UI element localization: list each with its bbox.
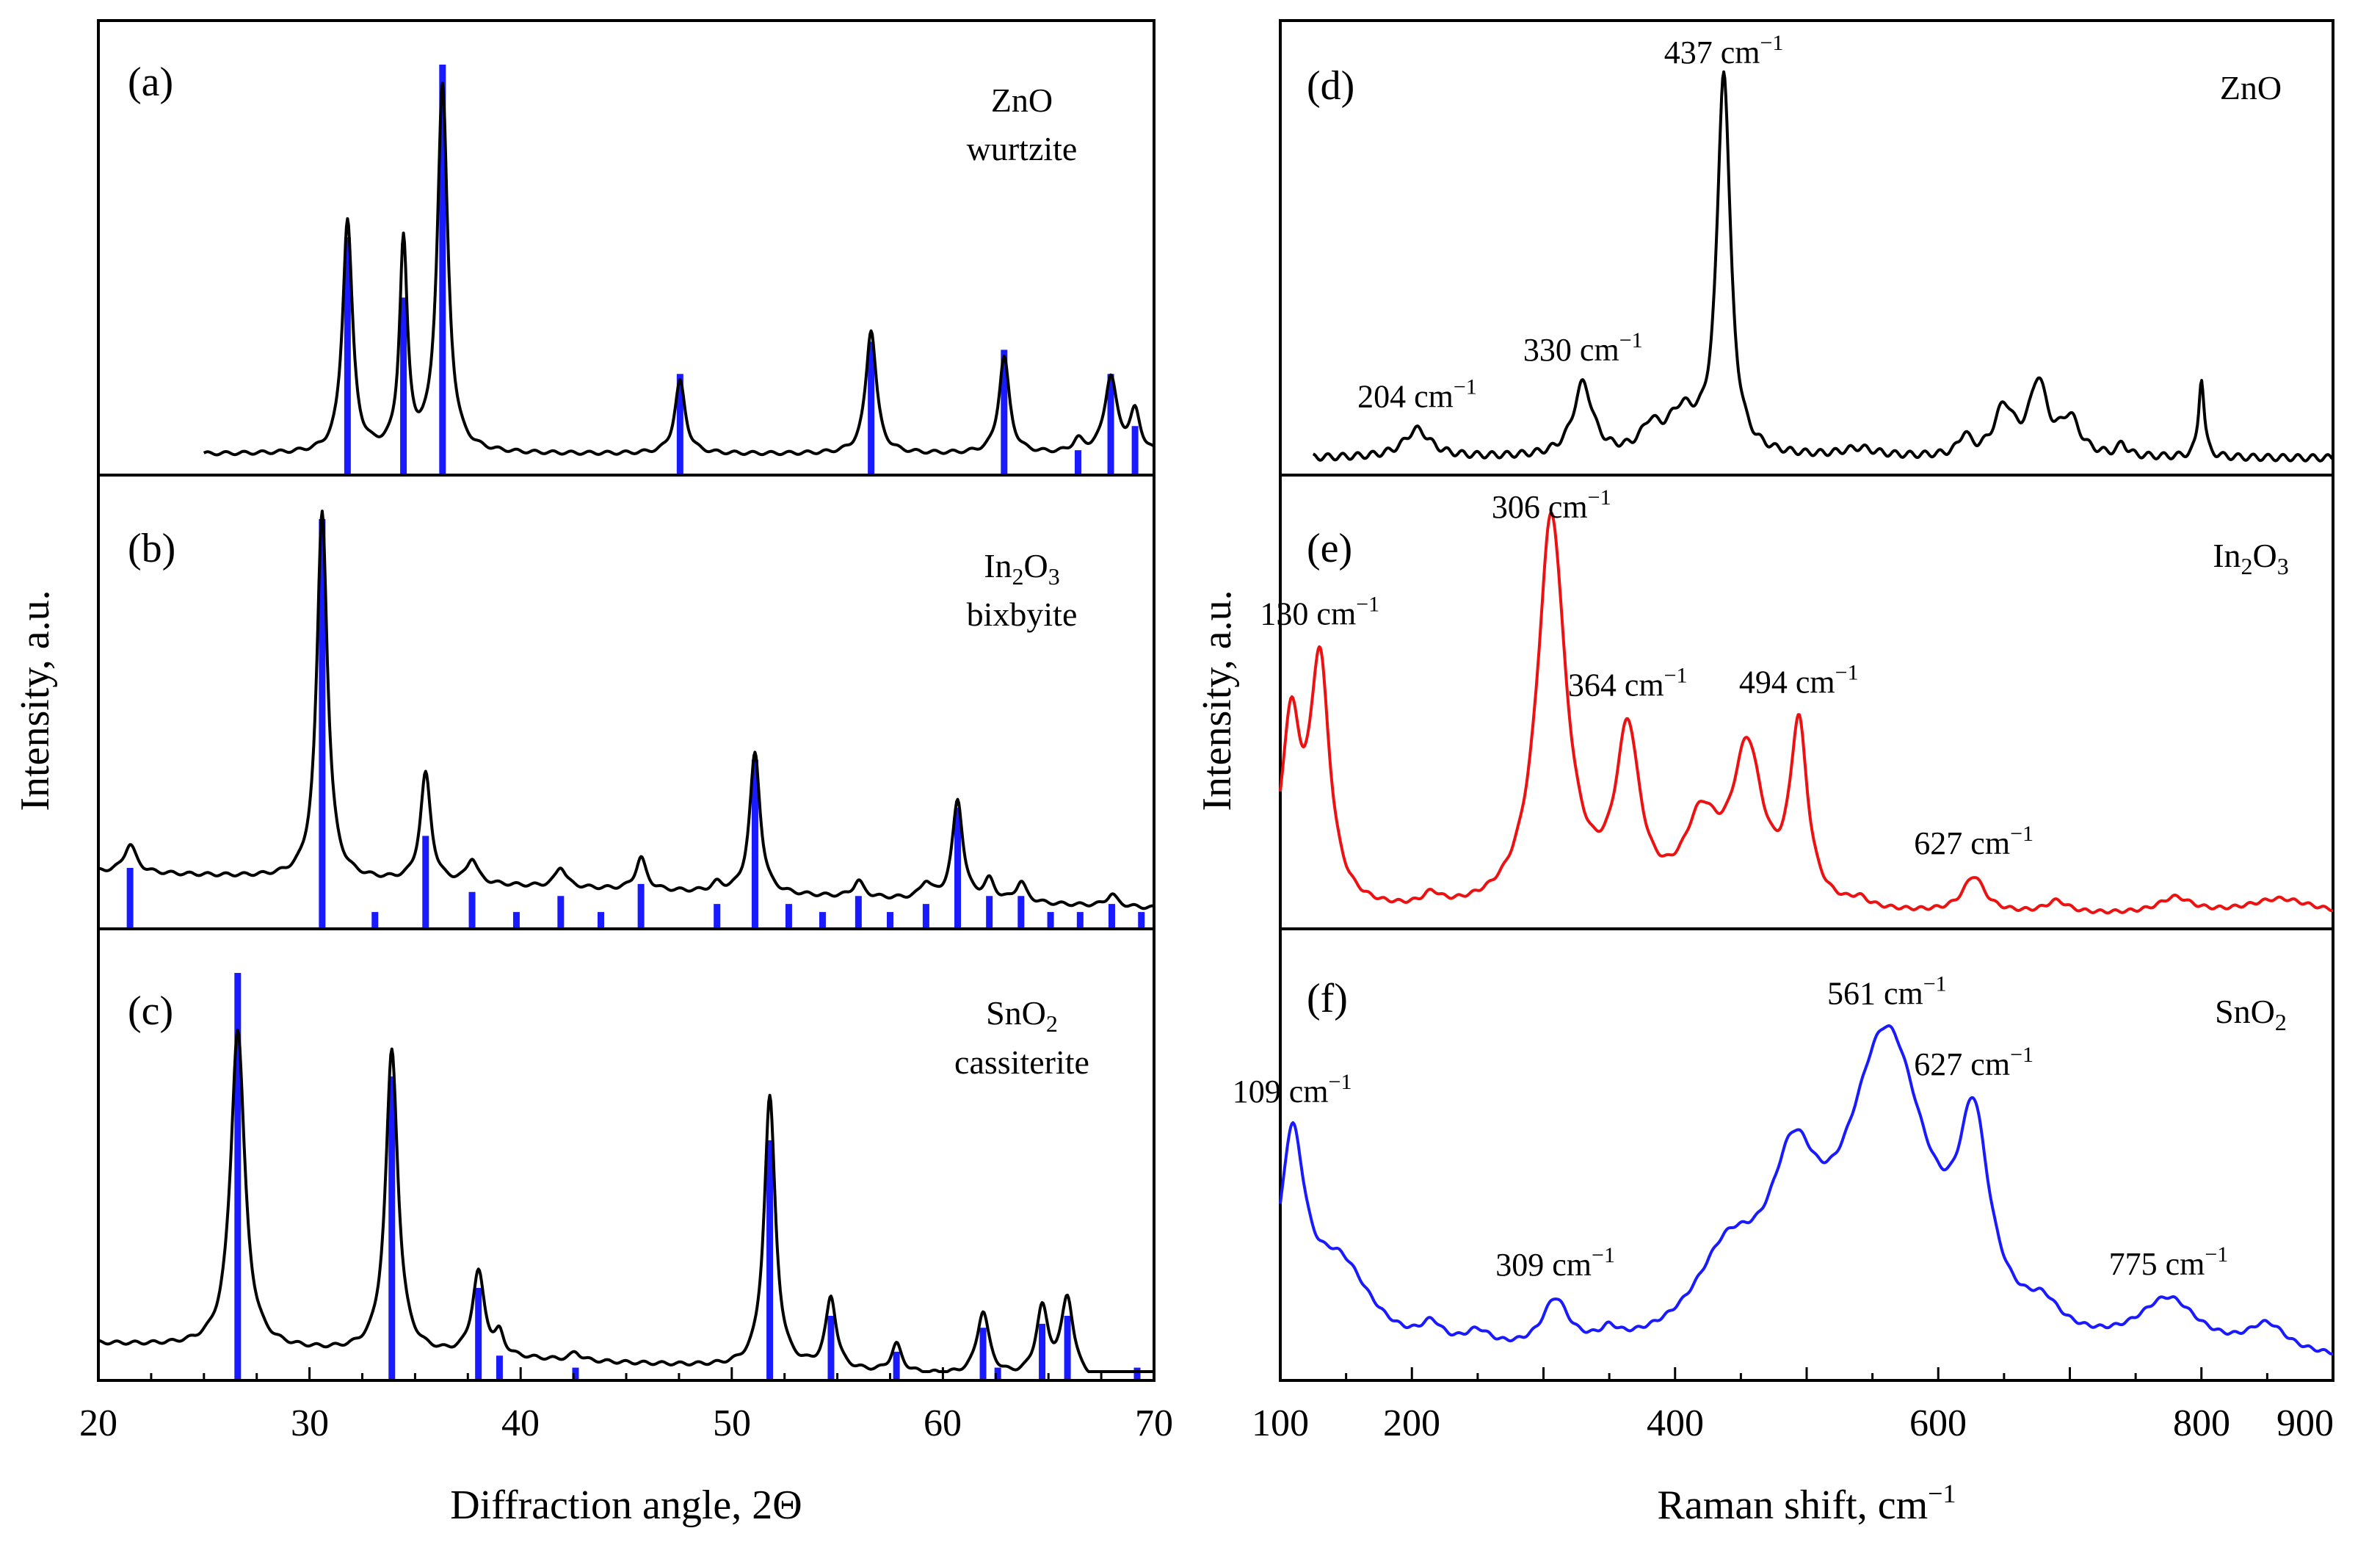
xrd-curves <box>98 65 1155 1379</box>
raman-tick-800: 800 <box>2173 1402 2230 1444</box>
raman-curves <box>1279 70 2334 1355</box>
peak-label: 364 cm−1 <box>1568 664 1688 703</box>
xrd-tick-70: 70 <box>1135 1402 1173 1444</box>
xrd-y-axis-title: Intensity, a.u. <box>12 590 58 811</box>
peak-label: 561 cm−1 <box>1827 971 1947 1011</box>
panel-letter-b: (b) <box>128 526 175 571</box>
raman-y-axis-title: Intensity, a.u. <box>1194 590 1240 811</box>
raman-tick-600: 600 <box>1909 1402 1967 1444</box>
xrd-tick-30: 30 <box>291 1402 329 1444</box>
panel-letter-c: (c) <box>128 988 173 1034</box>
phase-label-f: SnO2 <box>2215 993 2287 1035</box>
panel-letter-f: (f) <box>1307 976 1348 1021</box>
xrd-tick-20: 20 <box>79 1402 117 1444</box>
xrd-tick-60: 60 <box>924 1402 962 1444</box>
xrd-ticks <box>97 1367 1155 1380</box>
xrd-x-axis-title: Diffraction angle, 2Θ <box>450 1482 802 1528</box>
panel-letter-a: (a) <box>128 59 173 105</box>
peak-label: 309 cm−1 <box>1495 1243 1615 1283</box>
peak-label: 204 cm−1 <box>1357 374 1477 414</box>
raman-figure: 204 cm−1 330 cm−1 437 cm−1 130 cm−1 306 cm−1… <box>1194 19 2334 1528</box>
raman-tick-900: 900 <box>2276 1402 2334 1444</box>
raman-tick-400: 400 <box>1647 1402 1704 1444</box>
phase-label-c-line2: cassiterite <box>954 1043 1089 1081</box>
peak-label: 627 cm−1 <box>1914 1043 2033 1082</box>
peak-label: 775 cm−1 <box>2109 1242 2229 1282</box>
phase-label-a-line1: ZnO <box>991 82 1053 119</box>
raman-ticks <box>1279 1367 2334 1380</box>
xrd-tick-40: 40 <box>501 1402 540 1444</box>
spectrum-curve <box>1279 1024 2334 1355</box>
raman-tick-100: 100 <box>1252 1402 1309 1444</box>
peak-label: 306 cm−1 <box>1492 485 1611 525</box>
spectrum-curve <box>203 82 1155 457</box>
phase-label-c-line1: SnO2 <box>986 994 1058 1037</box>
spectrum-curve <box>1312 70 2334 463</box>
panel-letter-d: (d) <box>1307 63 1354 109</box>
spectrum-curve <box>98 1028 1155 1373</box>
peak-label: 627 cm−1 <box>1914 822 2033 861</box>
raman-tick-200: 200 <box>1383 1402 1440 1444</box>
peak-label: 494 cm−1 <box>1739 660 1859 700</box>
peak-label: 437 cm−1 <box>1664 31 1784 70</box>
peak-label: 109 cm−1 <box>1233 1070 1352 1109</box>
raman-x-axis-title: Raman shift, cm−1 <box>1658 1479 1956 1528</box>
panel-letter-e: (e) <box>1307 526 1352 571</box>
phase-label-a-line2: wurtzite <box>967 130 1078 167</box>
peak-label: 130 cm−1 <box>1260 592 1379 631</box>
phase-label-b-line2: bixbyite <box>967 595 1078 633</box>
spectrum-curve <box>1279 511 2334 915</box>
spectrum-curve <box>98 510 1155 910</box>
phase-label-b-line1: In2O3 <box>984 547 1060 590</box>
raman-peak-labels: 204 cm−1 330 cm−1 437 cm−1 130 cm−1 306 cm−1… <box>1233 31 2228 1283</box>
phase-label-e: In2O3 <box>2213 537 2289 579</box>
phase-label-d: ZnO <box>2220 69 2282 106</box>
xrd-figure: (a) (b) (c) ZnO wurtzite In2O3 bixbyite … <box>12 19 1173 1528</box>
peak-label: 330 cm−1 <box>1523 328 1643 368</box>
xrd-tick-50: 50 <box>713 1402 751 1444</box>
